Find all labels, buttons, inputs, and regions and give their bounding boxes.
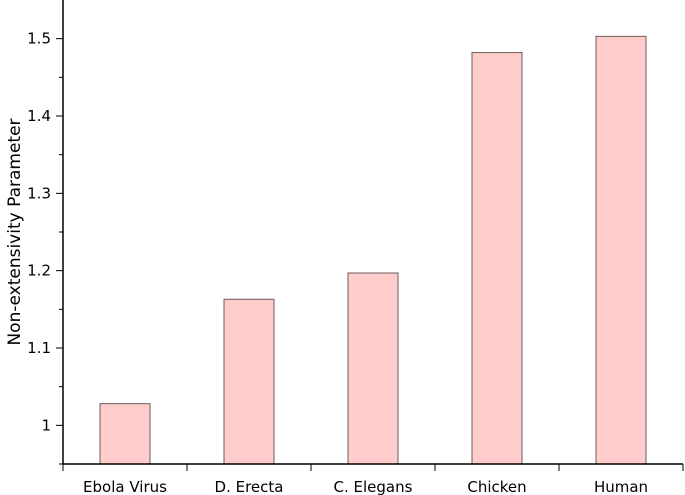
x-tick-label: Chicken	[467, 478, 526, 495]
y-tick-label: 1.1	[27, 339, 51, 357]
y-tick-label: 1.3	[27, 184, 51, 202]
x-tick-label: D. Erecta	[215, 478, 284, 495]
x-tick-label: Ebola Virus	[83, 478, 167, 495]
y-tick-label: 1.5	[27, 30, 51, 48]
y-tick-label: 1.2	[27, 262, 51, 280]
x-tick-label: C. Elegans	[334, 478, 413, 495]
bar-1	[223, 298, 275, 465]
y-axis-title: Non-extensivity Parameter	[5, 118, 25, 345]
x-tick-label: Human	[594, 478, 648, 495]
y-tick-label: 1	[41, 416, 51, 434]
bar-3	[471, 52, 523, 465]
y-tick-label: 1.4	[27, 107, 51, 125]
bar-2	[347, 272, 399, 465]
bar-0	[99, 403, 151, 465]
bar-4	[595, 35, 647, 465]
